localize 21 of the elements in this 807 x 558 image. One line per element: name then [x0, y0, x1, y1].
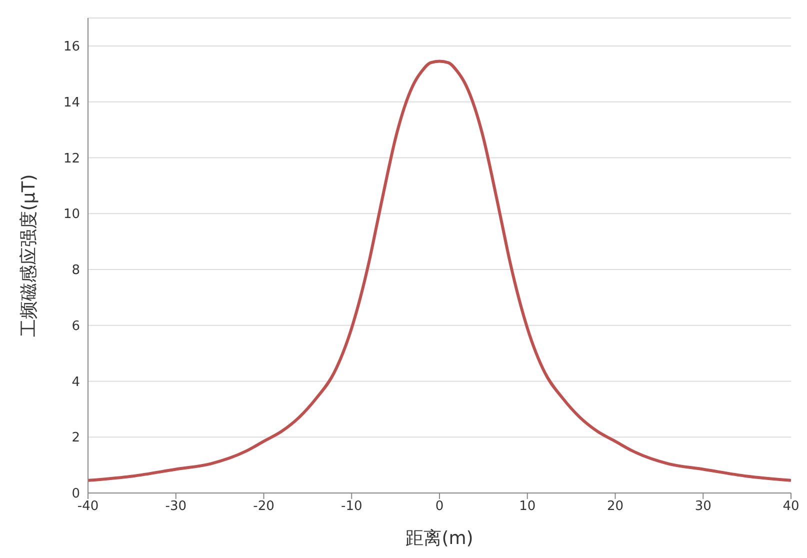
line-series	[88, 60, 791, 482]
y-tick-label: 0	[72, 486, 80, 502]
x-tick-label: -40	[77, 499, 99, 514]
x-axis-title: 距离(m)	[406, 528, 474, 549]
y-tick-label: 6	[72, 318, 80, 334]
y-axis-title: 工频磁感应强度(μT)	[18, 174, 40, 337]
x-tick-label: 10	[519, 499, 536, 514]
x-tick-label: -20	[253, 499, 274, 514]
y-tick-label: 2	[72, 430, 80, 446]
x-tick-label: 40	[782, 499, 800, 514]
y-tick-label: 16	[63, 40, 80, 55]
x-tick-label: 20	[606, 499, 624, 514]
x-tick-label: 30	[694, 499, 712, 514]
y-tick-label: 12	[63, 151, 80, 166]
y-tick-label: 10	[63, 207, 80, 222]
y-tick-label: 8	[72, 263, 80, 278]
y-tick-label: 14	[63, 95, 80, 110]
y-tick-label: 4	[72, 374, 80, 390]
x-tick-label: 0	[435, 499, 444, 514]
x-tick-label: -10	[341, 499, 362, 514]
x-tick-label: -30	[165, 499, 186, 514]
